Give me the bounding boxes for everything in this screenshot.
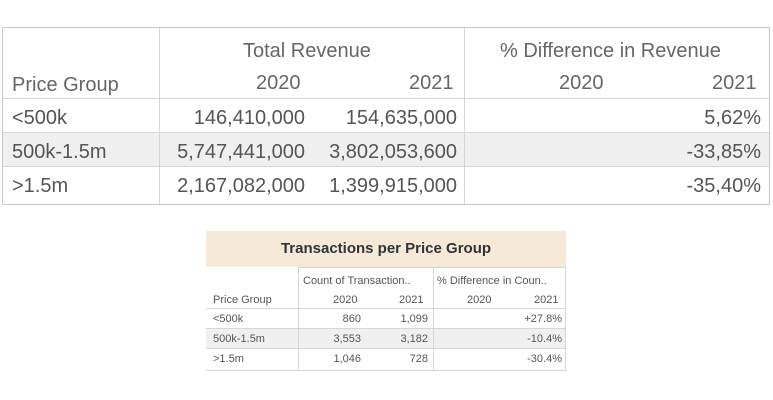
row-divider bbox=[3, 166, 769, 167]
transactions-table-title: Transactions per Price Group bbox=[280, 240, 492, 257]
row-label: >1.5m bbox=[12, 175, 69, 197]
pct-diff-count-header: % Difference in Coun.. bbox=[437, 275, 547, 287]
row-band bbox=[206, 328, 566, 348]
pct-year-2021-header: 2021 bbox=[712, 72, 757, 94]
revenue-2020-cell: 5,747,441,000 bbox=[177, 141, 305, 163]
count-2020-cell: 860 bbox=[342, 313, 361, 325]
right-border bbox=[565, 267, 566, 370]
revenue-table: Total Revenue % Difference in Revenue 20… bbox=[2, 27, 770, 205]
row-label: 500k-1.5m bbox=[213, 333, 265, 345]
row-label: 500k-1.5m bbox=[12, 141, 107, 163]
column-divider bbox=[464, 28, 465, 204]
pct-diff-revenue-header: % Difference in Revenue bbox=[500, 40, 721, 62]
row-label: <500k bbox=[213, 313, 244, 325]
transactions-grid: Count of Transaction.. % Difference in C… bbox=[206, 267, 566, 371]
count-2021-cell: 3,182 bbox=[400, 333, 428, 345]
revenue-2020-cell: 146,410,000 bbox=[193, 107, 305, 129]
revenue-2020-cell: 2,167,082,000 bbox=[177, 175, 305, 197]
price-group-header: Price Group bbox=[213, 294, 272, 306]
pct-diff-count-2021-cell: +27.8% bbox=[524, 313, 562, 325]
revenue-2021-cell: 154,635,000 bbox=[345, 107, 457, 129]
pct-diff-2021-cell: 5,62% bbox=[704, 107, 761, 129]
count-transactions-header: Count of Transaction.. bbox=[303, 275, 411, 287]
column-divider bbox=[298, 267, 299, 370]
year-2020-header: 2020 bbox=[256, 72, 301, 94]
row-divider bbox=[206, 348, 566, 349]
row-divider bbox=[3, 132, 769, 133]
pct-year-2020-header: 2020 bbox=[559, 72, 604, 94]
transactions-table: Transactions per Price Group Count of Tr… bbox=[206, 231, 566, 371]
title-band bbox=[206, 231, 566, 267]
year-2020-header: 2020 bbox=[333, 294, 358, 306]
year-2021-header: 2021 bbox=[409, 72, 454, 94]
pct-diff-2021-cell: -33,85% bbox=[686, 141, 762, 163]
column-divider bbox=[433, 267, 434, 370]
pct-diff-2021-cell: -35,40% bbox=[686, 175, 762, 197]
year-2021-header: 2021 bbox=[399, 294, 424, 306]
revenue-2021-cell: 3,802,053,600 bbox=[329, 141, 457, 163]
header-divider bbox=[206, 308, 566, 309]
revenue-2021-cell: 1,399,915,000 bbox=[329, 175, 457, 197]
pct-year-2020-header: 2020 bbox=[467, 294, 492, 306]
row-band bbox=[3, 132, 769, 166]
row-label: >1.5m bbox=[213, 353, 244, 365]
column-divider bbox=[159, 28, 160, 204]
pct-year-2021-header: 2021 bbox=[534, 294, 559, 306]
price-group-header: Price Group bbox=[12, 74, 119, 96]
count-2020-cell: 3,553 bbox=[333, 333, 361, 345]
top-border bbox=[298, 267, 566, 268]
total-revenue-header: Total Revenue bbox=[243, 40, 371, 62]
header-divider bbox=[3, 98, 769, 99]
count-2021-cell: 1,099 bbox=[400, 313, 428, 325]
pct-diff-count-2021-cell: -30.4% bbox=[527, 353, 562, 365]
pct-diff-count-2021-cell: -10.4% bbox=[527, 333, 562, 345]
row-label: <500k bbox=[12, 107, 68, 129]
count-2020-cell: 1,046 bbox=[333, 353, 361, 365]
row-divider bbox=[206, 328, 566, 329]
count-2021-cell: 728 bbox=[409, 353, 428, 365]
